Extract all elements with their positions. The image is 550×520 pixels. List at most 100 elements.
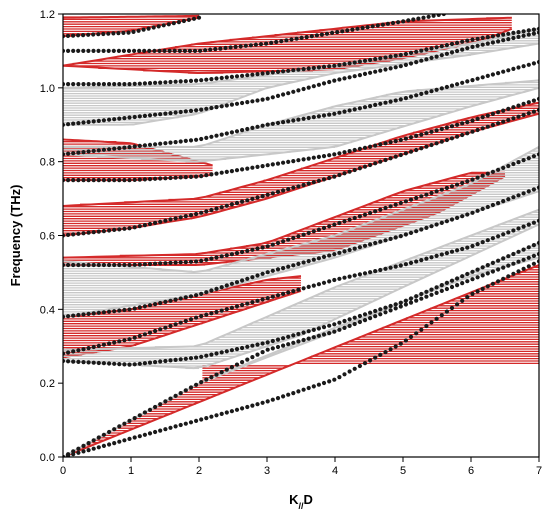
curve-point [191, 16, 197, 21]
curve-point [71, 349, 76, 354]
curve-point [188, 213, 194, 218]
band-lower-edge [63, 223, 539, 370]
curve-point [192, 48, 198, 54]
curve-point [163, 299, 168, 304]
curve-point [281, 239, 286, 244]
curve-point [66, 82, 71, 87]
curve-point [147, 81, 153, 86]
curve-point [316, 326, 321, 331]
curve-point [199, 380, 204, 385]
curve-point [455, 48, 460, 54]
curve-point [316, 178, 321, 183]
curve-point [414, 60, 419, 65]
curve-point [178, 260, 183, 265]
curve-point [194, 259, 199, 264]
curve-point [153, 112, 158, 117]
curve-point [156, 24, 161, 29]
curve-point [398, 137, 403, 143]
curve-point [248, 43, 253, 48]
curve-point [352, 60, 357, 65]
curve-point [429, 292, 434, 297]
curve-point [388, 347, 393, 352]
curve-point [526, 264, 531, 269]
curve-point [419, 146, 424, 151]
curve-point [270, 268, 275, 273]
curve-point [408, 296, 414, 301]
curve-point [163, 358, 168, 364]
curve-point [229, 130, 234, 135]
curve-point [240, 199, 245, 204]
curve-point [439, 53, 444, 58]
curve-point [183, 79, 188, 84]
curve-point [199, 136, 204, 142]
curve-point [106, 31, 111, 36]
curve-point [490, 236, 495, 241]
curve-point [455, 283, 460, 288]
curve-point [362, 243, 368, 248]
curve-point [136, 28, 141, 33]
curve-point [162, 48, 167, 54]
curve-point [296, 67, 301, 72]
curve-point [96, 32, 101, 37]
curve-point [101, 118, 106, 123]
curve-point [490, 40, 495, 45]
curve-point [383, 350, 388, 355]
curve-point [352, 167, 357, 173]
curve-point [178, 422, 183, 428]
curve-point [306, 156, 311, 161]
curve-point [214, 351, 219, 356]
curve-point [496, 121, 501, 126]
curve-point [362, 71, 368, 76]
curve-point [511, 116, 516, 121]
curve-point [365, 25, 370, 30]
curve-point [342, 109, 347, 114]
curve-point [460, 298, 465, 303]
curve-point [434, 141, 439, 146]
curve-point [286, 119, 291, 124]
curve-point [137, 333, 142, 339]
curve-point [490, 122, 495, 128]
band-upper-edge [63, 146, 539, 274]
curve-point [291, 185, 296, 190]
curve-point [286, 334, 291, 339]
curve-point [424, 192, 429, 197]
curve-point [327, 323, 332, 328]
curve-point [337, 327, 342, 332]
curve-point [357, 245, 362, 250]
curve-point [316, 114, 321, 119]
curve-point [112, 117, 117, 122]
curve-point [480, 240, 485, 245]
curve-point [301, 157, 306, 162]
curve-point [526, 100, 531, 105]
curve-point [419, 194, 424, 199]
curve-point [163, 325, 168, 330]
curve-point [485, 41, 490, 46]
dotted-dispersion-curve [63, 26, 539, 87]
curve-point [301, 232, 306, 237]
curve-point [390, 20, 396, 26]
curve-point [362, 318, 368, 323]
curve-point [234, 347, 240, 352]
curve-point [306, 385, 311, 391]
curve-point [480, 126, 485, 131]
curve-point [137, 114, 142, 119]
curve-point [199, 314, 204, 319]
curve-point [480, 206, 485, 211]
curve-point [526, 28, 531, 33]
curve-point [275, 189, 281, 194]
curve-point [245, 198, 250, 203]
curve-point [403, 232, 408, 237]
curve-point [301, 182, 306, 188]
curve-point [281, 336, 286, 341]
curve-point [194, 418, 199, 423]
dotted-dispersion-curve [63, 59, 539, 157]
curve-point [306, 329, 311, 334]
curve-point [521, 33, 526, 38]
curve-point [373, 102, 378, 107]
curve-point [101, 178, 106, 183]
curve-point [465, 120, 470, 125]
curve-point [362, 145, 368, 150]
curve-point [142, 113, 147, 118]
dotted-dispersion-curve [63, 14, 446, 54]
curve-point [511, 35, 516, 41]
